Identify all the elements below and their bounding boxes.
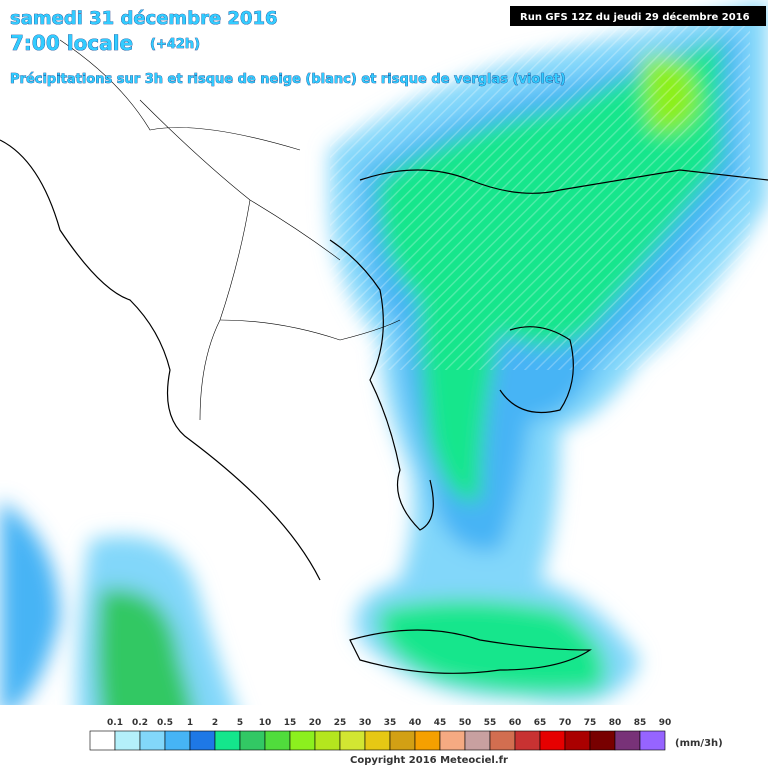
legend-swatch: [314, 730, 341, 751]
copyright: Copyright 2016 Meteociel.fr: [350, 755, 508, 766]
legend: 0.1 0.2 0.5 1 2 5 10 15 20 25 30 35 40 45 50 55 60 65 70 75…: [89, 718, 672, 751]
legend-label: 10: [259, 718, 272, 728]
legend-unit: (mm/3h): [675, 738, 723, 749]
legend-swatch: [264, 730, 291, 751]
legend-swatch: [139, 730, 166, 751]
legend-swatch: [164, 730, 191, 751]
legend-swatch: [389, 730, 416, 751]
snow-hatching: [330, 10, 750, 370]
legend-label: 55: [484, 718, 497, 728]
legend-label: 65: [534, 718, 547, 728]
time: 7:00 locale: [10, 31, 133, 55]
run-info: Run GFS 12Z du jeudi 29 décembre 2016: [520, 11, 750, 23]
legend-swatch: [464, 730, 491, 751]
legend-label: 75: [584, 718, 597, 728]
legend-label: 85: [634, 718, 647, 728]
title: samedi 31 décembre 2016: [10, 8, 278, 29]
legend-label: 80: [609, 718, 622, 728]
legend-label: 90: [659, 718, 672, 728]
legend-label: 1: [187, 718, 193, 728]
legend-label: 0.5: [157, 718, 173, 728]
legend-label: 35: [384, 718, 397, 728]
legend-label: 45: [434, 718, 447, 728]
legend-swatch: [339, 730, 366, 751]
legend-label: 70: [559, 718, 572, 728]
run-box: [510, 6, 766, 26]
legend-swatch: [564, 730, 591, 751]
legend-swatch: [89, 730, 116, 751]
legend-swatch: [239, 730, 266, 751]
coastlines: [0, 39, 768, 674]
legend-swatch: [489, 730, 516, 751]
legend-label: 0.2: [132, 718, 148, 728]
legend-swatch: [439, 730, 466, 751]
legend-label: 0.1: [107, 718, 123, 728]
legend-label: 60: [509, 718, 522, 728]
legend-label: 2: [212, 718, 218, 728]
legend-label: 15: [284, 718, 297, 728]
legend-swatch: [514, 730, 541, 751]
legend-label: 50: [459, 718, 472, 728]
legend-swatch: [189, 730, 216, 751]
legend-swatch: [639, 730, 666, 751]
lead-time: (+42h): [150, 37, 200, 52]
legend-swatch: [414, 730, 441, 751]
legend-label: 40: [409, 718, 422, 728]
legend-label: 20: [309, 718, 322, 728]
legend-swatch: [364, 730, 391, 751]
legend-swatch: [114, 730, 141, 751]
legend-label: 25: [334, 718, 347, 728]
legend-label: 30: [359, 718, 372, 728]
legend-swatch: [539, 730, 566, 751]
legend-swatch: [214, 730, 241, 751]
legend-swatch: [289, 730, 316, 751]
legend-swatch: [614, 730, 641, 751]
legend-label: 5: [237, 718, 243, 728]
subtitle: Précipitations sur 3h et risque de neige…: [10, 72, 566, 87]
legend-swatch: [589, 730, 616, 751]
